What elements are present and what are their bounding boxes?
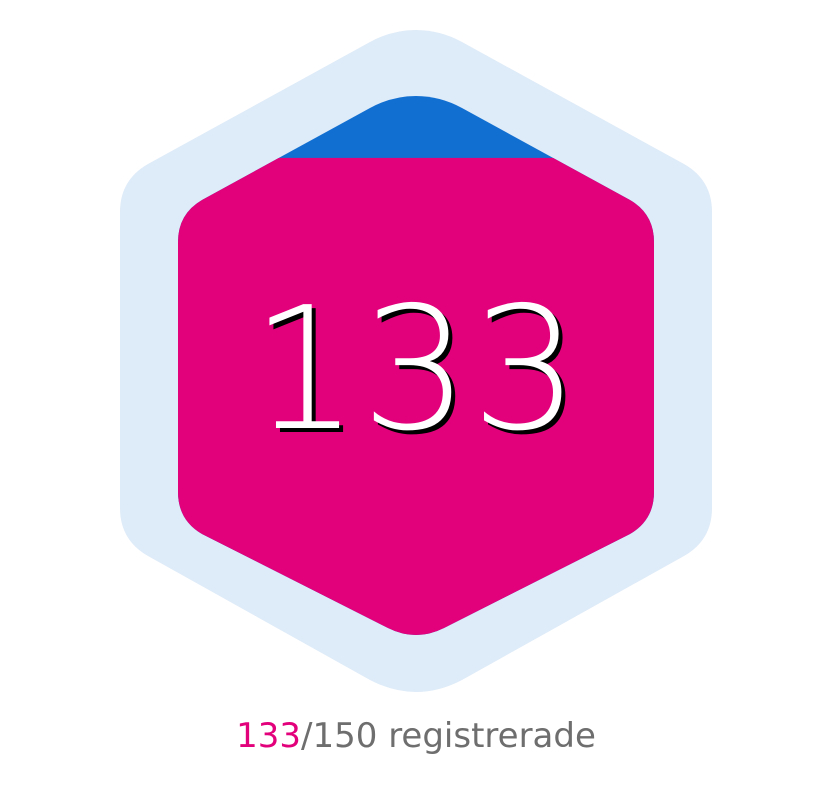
registered-count: 133 [250, 271, 582, 469]
progress-fill [178, 157, 654, 635]
registration-caption: 133/150 registrerade [0, 712, 832, 760]
caption-current-count: 133 [236, 716, 302, 756]
caption-total-count: 150 [312, 716, 378, 756]
caption-suffix: registrerade [377, 716, 596, 756]
caption-separator: / [301, 716, 313, 756]
